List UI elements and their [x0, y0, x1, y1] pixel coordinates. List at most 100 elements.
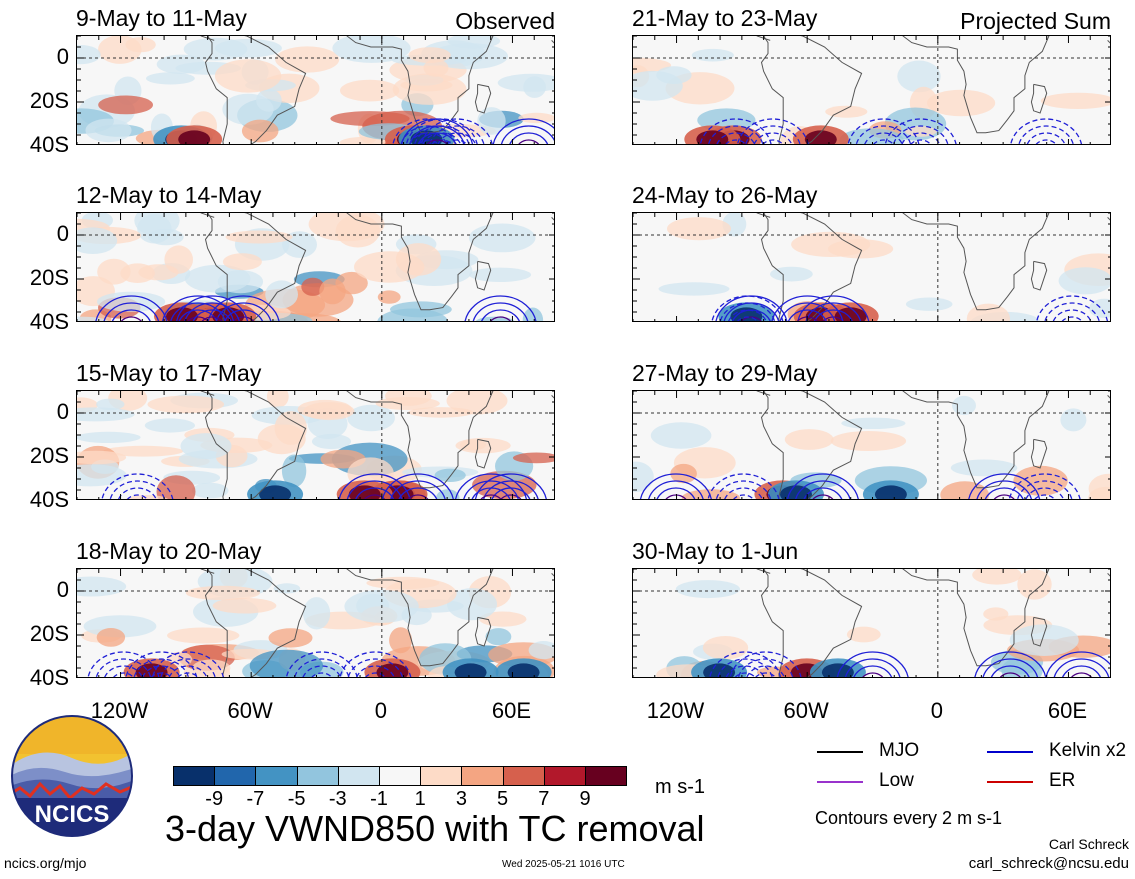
map-field: [77, 569, 554, 677]
site-link[interactable]: ncics.org/mjo: [4, 855, 87, 871]
map-field: [633, 36, 1110, 144]
kelvin-contour: [426, 139, 448, 144]
legend-label: Kelvin x2: [1049, 740, 1127, 761]
anomaly-shading: [347, 404, 395, 432]
anomaly-shading: [1009, 624, 1079, 656]
anomaly-shading: [447, 588, 497, 621]
anomaly-shading: [146, 72, 195, 85]
kelvin-contour: [1018, 125, 1074, 144]
coastline: [474, 438, 492, 469]
coastline: [760, 569, 863, 677]
kelvin-contour: [490, 316, 511, 321]
anomaly-shading: [940, 481, 990, 499]
coastline: [756, 36, 771, 41]
kelvin-contour: [1044, 302, 1100, 321]
anomaly-shading: [301, 277, 325, 296]
map-panel: [632, 390, 1111, 500]
colorbar-swatch: [379, 766, 422, 786]
coastline: [1107, 395, 1110, 399]
kelvin-contour: [993, 494, 1015, 499]
kelvin-contour: [500, 125, 554, 144]
timestamp: Wed 2025-05-21 1016 UTC: [502, 859, 625, 870]
anomaly-shading: [392, 73, 467, 105]
anomaly-shading: [77, 450, 127, 465]
anomaly-shading: [191, 482, 229, 499]
kelvin-contour: [968, 473, 1041, 499]
contour-note: Contours every 2 m s-1: [815, 808, 1003, 828]
kelvin-contour: [347, 658, 404, 677]
anomaly-shading: [214, 59, 282, 93]
coastline: [200, 391, 215, 396]
lon-label: 0: [374, 698, 387, 723]
anomaly-shading: [389, 627, 413, 654]
legend-label: ER: [1049, 770, 1076, 791]
anomaly-core: [178, 130, 211, 144]
anomaly-shading: [265, 280, 298, 309]
coastline: [474, 260, 492, 291]
kelvin-contour: [95, 295, 168, 321]
kelvin-contour: [725, 139, 747, 144]
anomaly-shading: [408, 47, 451, 63]
anomaly-shading: [497, 73, 554, 92]
anomaly-shading: [1013, 465, 1068, 496]
kelvin-contour: [639, 473, 712, 499]
kelvin-contour: [910, 139, 932, 144]
anomaly-shading: [125, 495, 169, 499]
kelvin-contour: [984, 487, 1024, 499]
anomaly-shading: [96, 398, 125, 411]
kelvin-contour: [364, 672, 386, 677]
anomaly-core: [259, 485, 292, 499]
kelvin-contour: [779, 302, 836, 321]
kelvin-contour: [755, 672, 777, 677]
kelvin-contour: [982, 658, 1039, 677]
kelvin-contour: [719, 302, 776, 321]
kelvin-contour: [734, 672, 756, 677]
kelvin-contour: [390, 480, 446, 499]
kelvin-contour: [472, 302, 529, 321]
anomaly-shading: [377, 308, 449, 321]
kelvin-contour: [805, 302, 862, 321]
kelvin-contour: [176, 295, 249, 321]
anomaly-shading: [214, 38, 282, 58]
anomaly-shading: [434, 468, 466, 482]
anomaly-shading: [897, 60, 941, 93]
anomaly-shading: [447, 36, 501, 49]
kelvin-contour: [133, 658, 190, 677]
anomaly-shading: [185, 585, 260, 601]
anomaly-shading: [266, 391, 289, 408]
anomaly-shading: [1060, 408, 1087, 432]
lon-label: 60W: [783, 698, 829, 723]
kelvin-contour: [103, 302, 160, 321]
anomaly-shading: [330, 111, 410, 127]
map-panel: [76, 212, 555, 322]
kelvin-contour: [1053, 658, 1110, 677]
anomaly-shading: [522, 307, 544, 321]
kelvin-contour: [170, 302, 226, 321]
kelvin-contour: [464, 295, 537, 321]
panel-title: 12-May to 14-May: [76, 182, 262, 208]
author-email[interactable]: carl_schreck@ncsu.edu: [968, 855, 1129, 872]
anomaly-shading: [167, 627, 240, 644]
lat-label: 40S: [29, 309, 69, 334]
panel-title: 27-May to 29-May: [632, 360, 818, 386]
coastline: [551, 217, 554, 221]
kelvin-contour: [844, 658, 901, 677]
coastline: [204, 569, 307, 677]
lon-label: 120W: [90, 698, 149, 723]
colorbar-swatch: [502, 766, 545, 786]
anomaly-shading: [1088, 486, 1110, 499]
anomaly-shading: [77, 227, 118, 254]
legend-swatch: [817, 781, 863, 783]
kelvin-contour: [192, 309, 232, 321]
map-field: [77, 391, 554, 499]
anomaly-shading: [281, 454, 307, 488]
legend-label: MJO: [879, 740, 920, 761]
kelvin-contour: [999, 672, 1021, 677]
anomaly-shading: [770, 266, 813, 282]
colorbar-swatch: [543, 766, 586, 786]
anomaly-shading: [98, 95, 153, 115]
kelvin-contour: [346, 480, 403, 499]
kelvin-contour: [177, 672, 199, 677]
map-field: [633, 213, 1110, 321]
anomaly-shading: [385, 391, 432, 406]
